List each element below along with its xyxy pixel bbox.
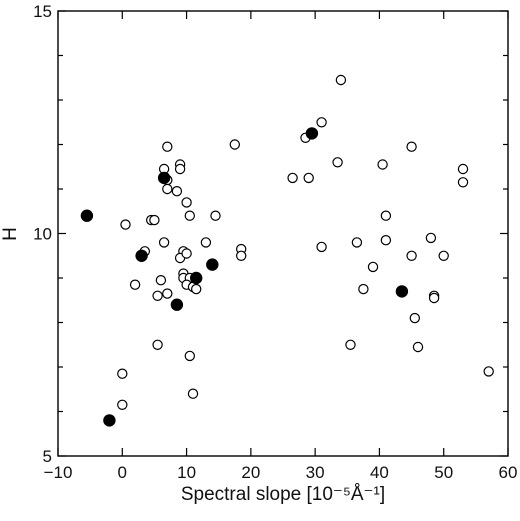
- open-data-point: [377, 159, 388, 170]
- open-data-point: [149, 214, 160, 226]
- open-data-point: [316, 241, 327, 253]
- open-data-point: [425, 232, 437, 244]
- open-data-point: [332, 157, 343, 168]
- open-data-point: [316, 117, 327, 128]
- open-data-point: [428, 292, 440, 304]
- open-data-point: [409, 312, 420, 324]
- open-data-point: [152, 290, 163, 301]
- open-data-point: [187, 388, 199, 399]
- open-data-point: [120, 219, 131, 230]
- open-data-point: [412, 341, 424, 353]
- open-data-point: [162, 183, 173, 195]
- open-data-point: [117, 399, 128, 410]
- open-data-point: [162, 141, 173, 152]
- filled-data-point: [206, 258, 219, 271]
- x-tick-label: 10: [177, 463, 196, 482]
- filled-data-point: [170, 298, 184, 311]
- y-tick-label: 5: [43, 447, 52, 466]
- open-data-point: [152, 339, 163, 350]
- open-data-point: [184, 350, 195, 362]
- filled-data-point: [103, 414, 116, 427]
- open-data-point: [303, 172, 314, 184]
- open-data-point: [438, 250, 449, 261]
- filled-data-point: [305, 127, 319, 140]
- x-tick-label: −10: [44, 463, 73, 482]
- y-tick-label: 15: [33, 2, 52, 21]
- open-data-point: [129, 279, 141, 290]
- open-data-point: [181, 248, 192, 259]
- open-data-point: [345, 339, 356, 350]
- open-data-point: [287, 172, 298, 184]
- axis-ticks: −10 0 10 20 30 40 50 60 5 10 15: [33, 2, 517, 482]
- open-data-point: [162, 288, 173, 299]
- open-data-point: [210, 210, 221, 221]
- filled-data-point: [135, 249, 148, 262]
- filled-data-point: [157, 171, 171, 185]
- x-tick-label: 50: [434, 463, 453, 482]
- open-data-point: [190, 283, 202, 295]
- data-marks: [80, 74, 494, 427]
- filled-data-point: [395, 285, 409, 298]
- open-data-point: [457, 163, 469, 175]
- open-data-point: [117, 368, 128, 379]
- open-data-point: [367, 261, 379, 273]
- open-data-point: [184, 210, 195, 221]
- open-data-point: [181, 197, 192, 208]
- x-tick-label: 30: [306, 463, 325, 482]
- x-axis-title: Spectral slope [10⁻⁵Å⁻¹]: [181, 484, 385, 505]
- x-tick-label: 40: [370, 463, 389, 482]
- open-data-point: [200, 237, 212, 248]
- y-axis-title: H: [0, 227, 21, 241]
- open-data-point: [171, 185, 183, 197]
- y-tick-label: 10: [33, 225, 52, 244]
- open-data-point: [335, 74, 347, 86]
- open-data-point: [380, 234, 392, 246]
- open-data-point: [358, 283, 369, 295]
- open-data-point: [155, 275, 167, 286]
- open-data-point: [174, 163, 186, 175]
- open-data-point: [406, 250, 417, 261]
- x-tick-label: 20: [241, 463, 260, 482]
- x-tick-label: 0: [118, 463, 127, 482]
- filled-data-point: [189, 271, 203, 285]
- open-data-point: [229, 139, 240, 150]
- open-data-point: [158, 237, 170, 248]
- open-data-point: [406, 141, 417, 152]
- open-data-point: [235, 250, 247, 261]
- x-tick-label: 60: [499, 463, 518, 482]
- open-data-point: [457, 177, 469, 188]
- open-data-point: [380, 210, 392, 221]
- open-data-point: [351, 237, 363, 248]
- open-data-point: [483, 366, 494, 377]
- filled-data-point: [80, 209, 94, 222]
- plot-frame: [57, 10, 509, 457]
